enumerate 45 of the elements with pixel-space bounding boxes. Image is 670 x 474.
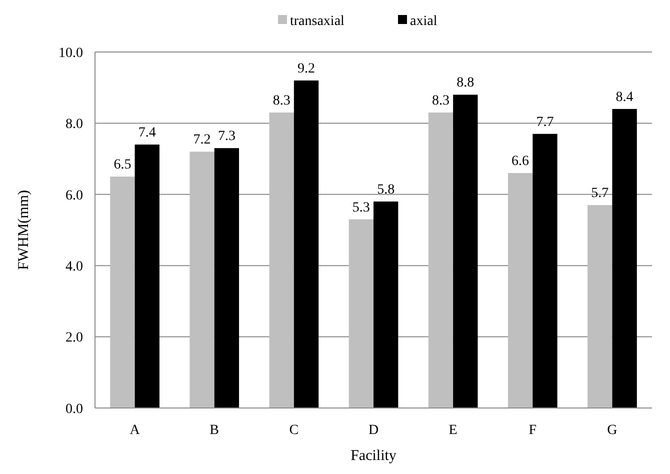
data-label: 5.3: [352, 200, 370, 216]
bar: [134, 144, 160, 408]
legend-label: axial: [410, 14, 438, 29]
bar: [453, 94, 478, 408]
data-label: 7.2: [193, 132, 211, 148]
bar: [508, 173, 533, 408]
y-tick-label: 6.0: [66, 188, 83, 204]
x-tick-label: B: [210, 423, 220, 438]
data-label: 5.8: [377, 182, 395, 198]
x-tick-label: D: [368, 423, 379, 438]
bar: [214, 148, 240, 408]
data-label: 9.2: [298, 61, 316, 76]
bar: [294, 80, 319, 408]
bar: [588, 205, 612, 408]
data-label: 8.3: [272, 94, 290, 109]
y-tick-label: 2.0: [66, 330, 83, 346]
y-tick-label: 0.0: [66, 402, 83, 417]
data-label: 6.6: [512, 154, 530, 170]
bar: [532, 134, 558, 408]
data-label: 8.3: [432, 94, 450, 109]
bar: [374, 202, 398, 408]
data-label: 8.8: [456, 76, 474, 91]
y-tick-label: 4.0: [66, 260, 83, 274]
x-tick-label: C: [289, 423, 299, 438]
data-label: 6.5: [114, 158, 132, 173]
bar: [612, 108, 637, 408]
bar: [348, 219, 374, 408]
bar: [428, 112, 454, 408]
y-tick-label: 10.0: [58, 46, 83, 61]
data-label: 8.4: [616, 90, 634, 105]
data-label: 7.3: [218, 129, 236, 144]
x-tick-label: F: [528, 423, 537, 438]
x-tick-label: A: [130, 423, 141, 438]
x-tick-label: E: [448, 423, 458, 438]
y-axis-title: FWHM(mm): [16, 190, 32, 270]
x-axis-title: Facility: [350, 448, 397, 464]
bar: [269, 112, 294, 408]
legend-label: transaxial: [290, 14, 345, 29]
data-label: 5.7: [591, 186, 609, 202]
y-tick-label: 8.0: [66, 117, 83, 132]
data-label: 7.4: [138, 126, 156, 141]
bar: [110, 176, 135, 408]
data-label: 7.7: [536, 114, 554, 130]
x-tick-label: G: [607, 423, 618, 438]
bar: [190, 152, 214, 408]
